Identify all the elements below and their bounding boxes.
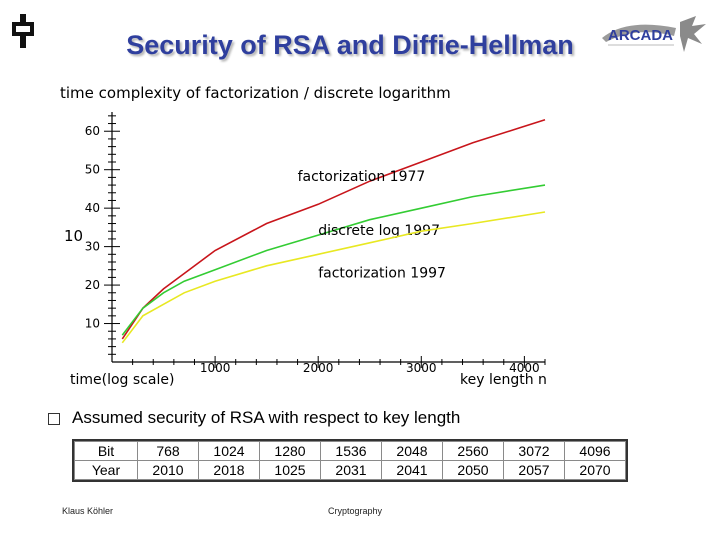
bullet-icon [48,413,60,425]
table-cell: 2041 [381,460,443,480]
x-axis-label-right: key length n [460,372,547,388]
table-cell: 2057 [503,460,565,480]
slide-title: Security of RSA and Diffie-Hellman [126,30,574,60]
x-tick-label: 1000 [200,361,231,375]
chart-title: time complexity of factorization / discr… [60,84,451,102]
table-cell: 2018 [198,460,260,480]
series-line-3 [121,211,546,344]
y-axis-label: 10 [64,227,83,245]
table-cell: 3072 [503,441,565,461]
x-tick-label: 3000 [406,361,437,375]
university-logo-icon [12,14,34,48]
table-cell: 1536 [320,441,382,461]
y-tick-label: 60 [85,124,100,138]
y-tick-label: 50 [85,163,100,177]
series-line-2 [121,184,546,336]
x-axis-label-left: time(log scale) [70,372,174,388]
logo-text: ARCADA [608,27,673,44]
series-line-1 [121,118,546,340]
x-tick-label: 4000 [509,361,540,375]
table-row: Year 2010 2018 1025 2031 2041 2050 2057 … [74,460,626,480]
series-label-2: discrete log 1997 [318,223,440,239]
y-tick-label: 30 [85,240,100,254]
table-cell: 2031 [320,460,382,480]
series-label-1: factorization 1977 [298,169,426,185]
table-cell: 768 [137,441,199,461]
series-label-3: factorization 1997 [318,265,446,281]
complexity-chart: 10 20 30 40 50 60 1000 2000 3000 4000 factorizati… [60,84,547,388]
table-cell: 1280 [259,441,321,461]
arcada-logo-icon: ARCADA [602,16,706,52]
table-cell: 2010 [137,460,199,480]
table-row: Bit 768 1024 1280 1536 2048 2560 3072 40… [74,441,626,461]
y-tick-label: 10 [85,317,100,331]
table-cell: 4096 [564,441,626,461]
table-cell: Year [74,460,138,480]
rsa-security-table: Bit 768 1024 1280 1536 2048 2560 3072 40… [72,439,628,482]
footer-author: Klaus Köhler [62,506,114,516]
footer-topic: Cryptography [328,506,383,516]
table-cell: 1025 [259,460,321,480]
table-cell: 2050 [442,460,504,480]
y-tick-label: 20 [85,278,100,292]
x-tick-label: 2000 [303,361,334,375]
table-cell: 2070 [564,460,626,480]
bullet-text: Assumed security of RSA with respect to … [72,408,461,427]
table-cell: 1024 [198,441,260,461]
table-cell: 2048 [381,441,443,461]
table-cell: Bit [74,441,138,461]
y-tick-label: 40 [85,201,100,215]
table-cell: 2560 [442,441,504,461]
